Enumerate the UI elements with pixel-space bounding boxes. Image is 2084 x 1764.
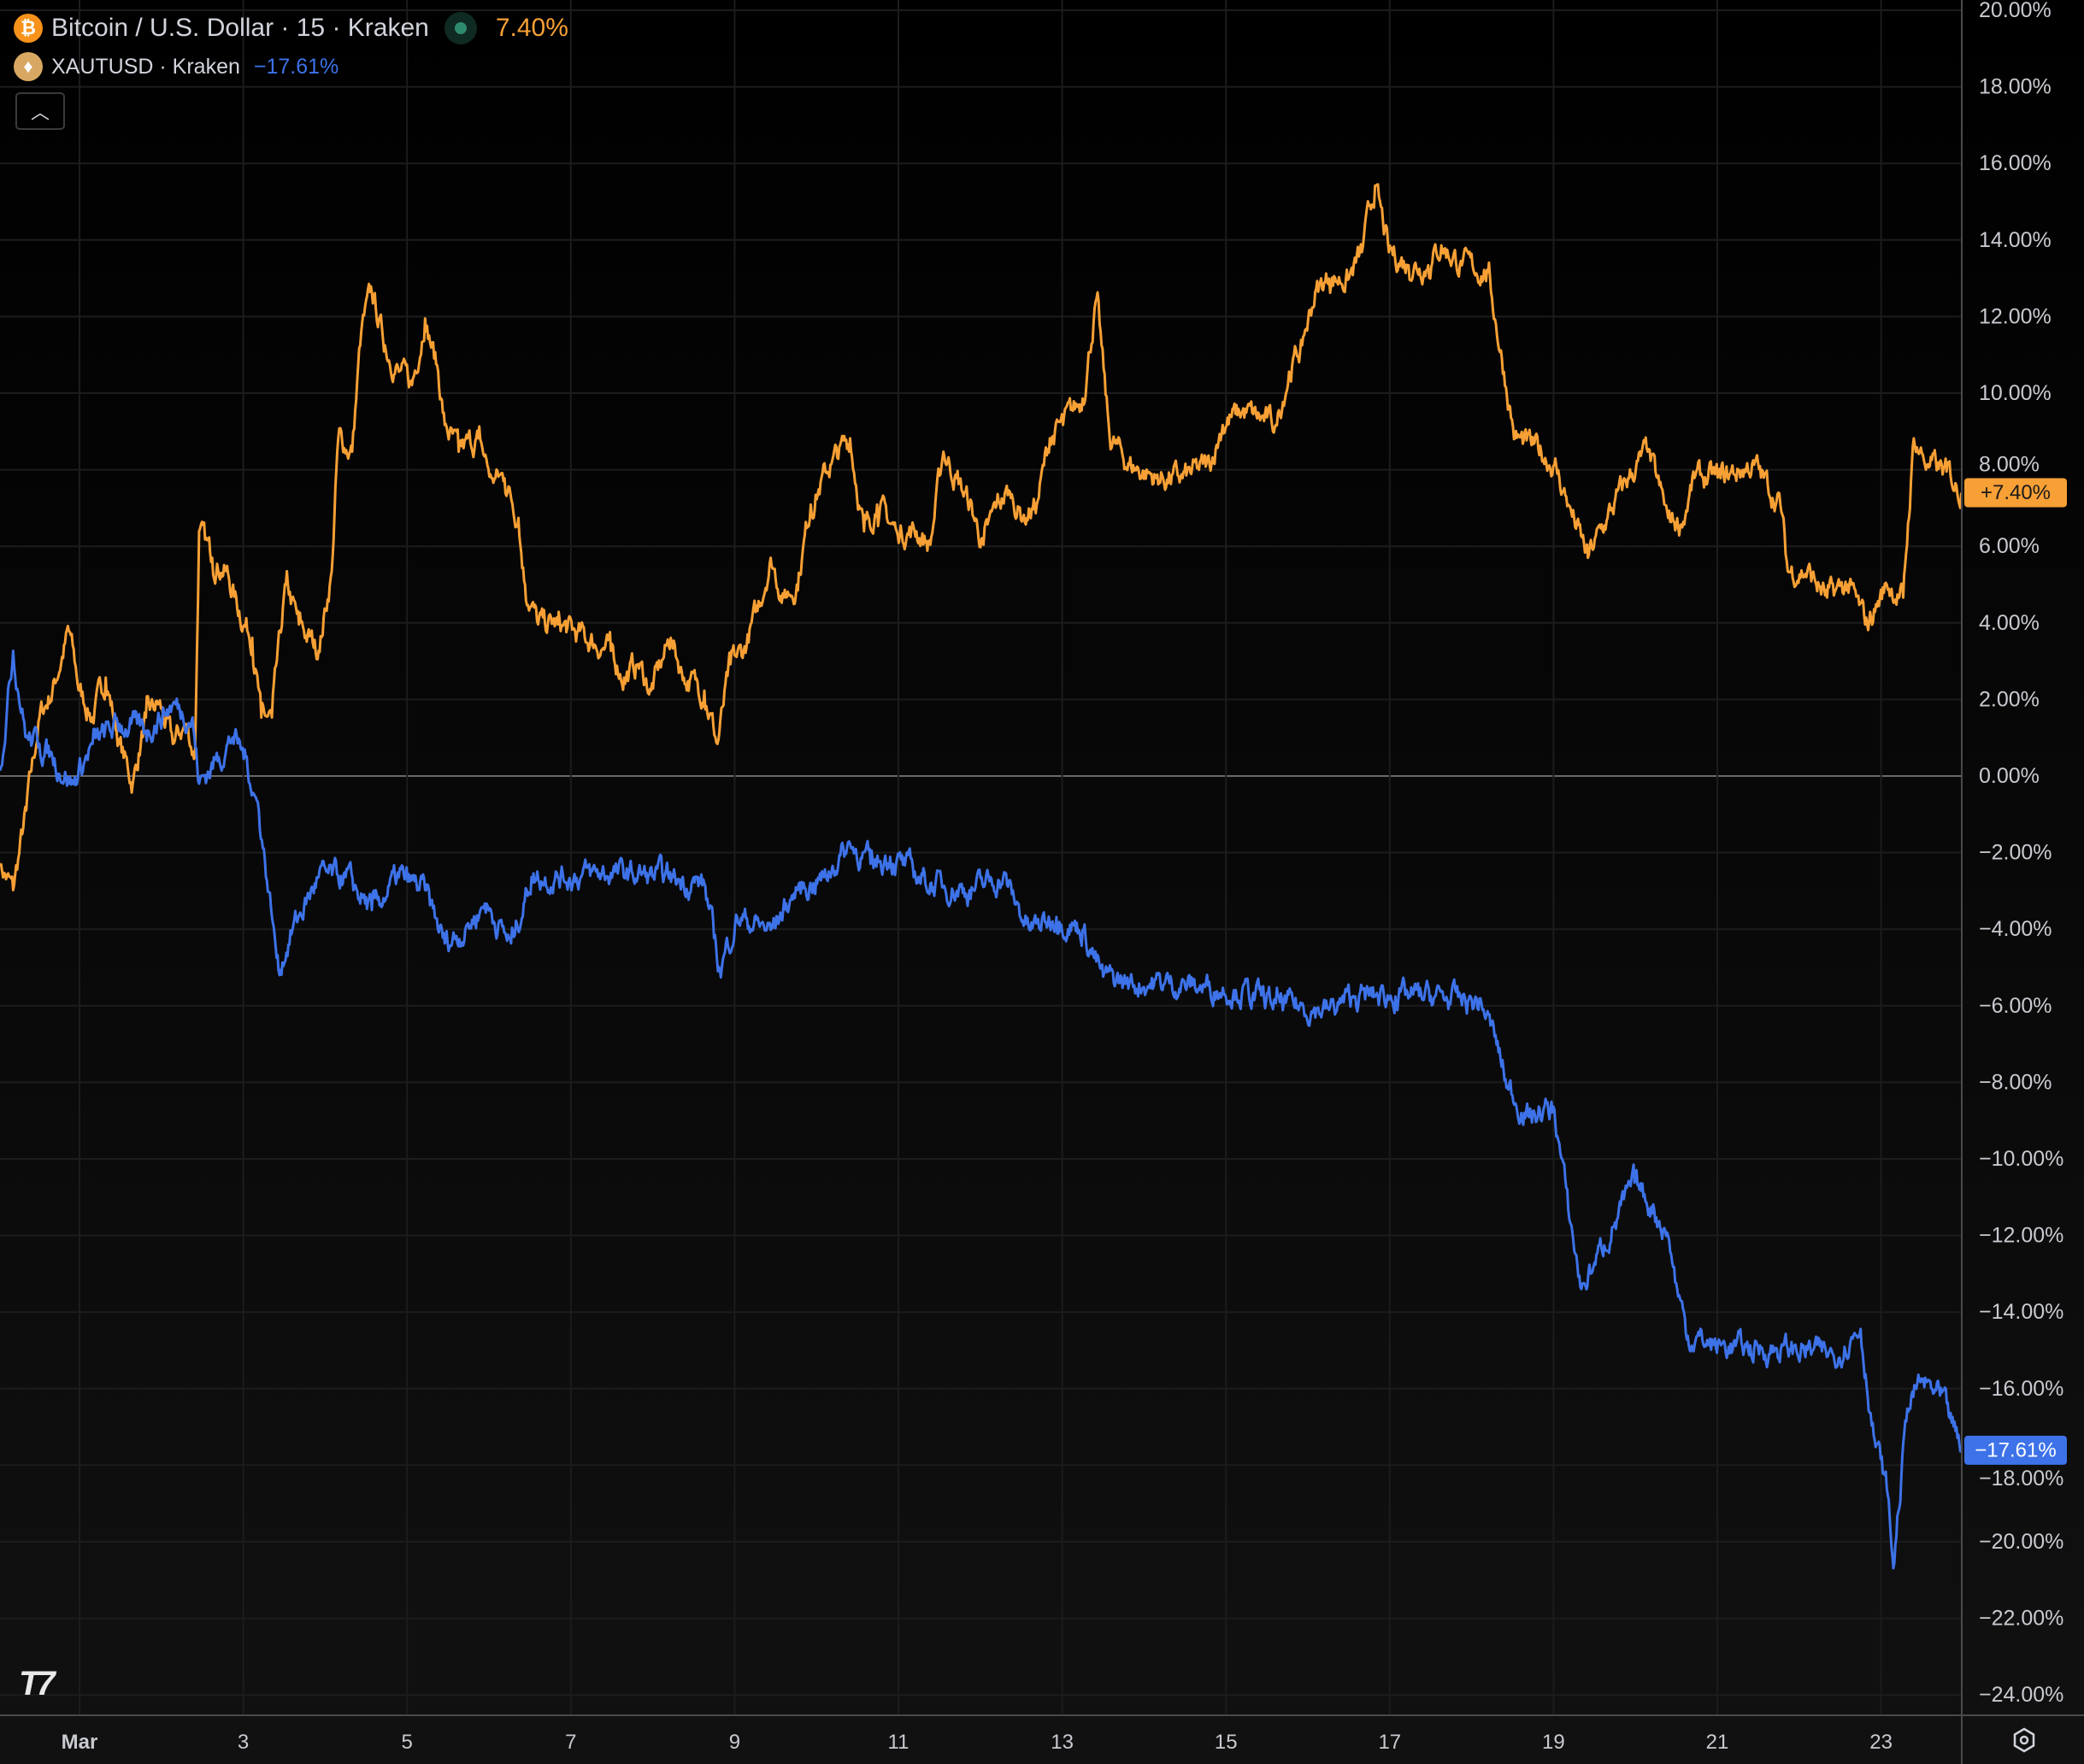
y-tick-label: −22.00% [1979,1607,2063,1631]
y-tick-label: 16.00% [1979,151,2052,175]
x-tick-label: 13 [1051,1731,1074,1754]
tradingview-logo[interactable]: T7 [19,1665,56,1702]
bitcoin-icon: ₿ [14,14,43,43]
x-tick-label: 3 [238,1731,249,1754]
x-tick-label: 15 [1215,1731,1238,1754]
y-tick-label: −14.00% [1979,1300,2063,1324]
main-series-change: 7.40% [495,14,568,42]
grid [0,0,1962,1715]
collapse-legend-button[interactable]: ︿ [15,92,65,130]
y-tick-label: 8.00% [1979,452,2040,476]
x-tick-label: 5 [402,1731,413,1754]
y-tick-label: 10.00% [1979,381,2052,405]
y-tick-label: −12.00% [1979,1224,2063,1248]
series-line-xautusd[interactable] [0,650,1963,1570]
y-tick-label: −10.00% [1979,1147,2063,1171]
series-lines [0,183,1963,1570]
y-tick-label: 14.00% [1979,228,2052,252]
gear-icon[interactable] [2010,1726,2038,1754]
chevron-up-icon: ︿ [30,102,50,123]
last-value-badges: +7.40% −17.61% [1964,478,2067,1465]
x-tick-label: Mar [62,1731,98,1754]
x-tick-label: 23 [1869,1731,1893,1754]
y-tick-label: −4.00% [1979,917,2052,941]
last-value-label: +7.40% [1981,481,2051,504]
x-tick-label: 21 [1706,1731,1729,1754]
y-tick-label: −18.00% [1979,1467,2063,1491]
y-tick-label: −24.00% [1979,1683,2063,1707]
last-value-badge [1964,478,2067,508]
legend-main-series[interactable]: ₿ Bitcoin / U.S. Dollar · 15 · Kraken 7.… [14,9,568,48]
y-tick-label: 6.00% [1979,534,2040,558]
y-tick-label: −16.00% [1979,1377,2063,1401]
legend-compare-series[interactable]: ♦ XAUTUSD · Kraken −17.61% [14,48,568,85]
y-tick-label: −2.00% [1979,841,2052,865]
compare-series-title: XAUTUSD · Kraken [51,54,240,79]
x-tick-label: 9 [729,1731,740,1754]
last-value-badge [1964,1435,2067,1465]
y-tick-label: 20.00% [1979,0,2052,22]
tether-gold-icon: ♦ [14,52,43,81]
legend: ₿ Bitcoin / U.S. Dollar · 15 · Kraken 7.… [14,9,568,85]
y-tick-label: 12.00% [1979,304,2052,328]
price-axis[interactable]: 20.00% 18.00% 16.00% 14.00% 12.00% 10.00% 8.00… [1979,0,2063,1707]
y-tick-label: 18.00% [1979,75,2052,99]
x-tick-label: 17 [1378,1731,1401,1754]
x-tick-label: 7 [565,1731,576,1754]
y-tick-label: −8.00% [1979,1070,2052,1094]
y-tick-label: −20.00% [1979,1530,2063,1554]
last-value-label: −17.61% [1975,1438,2056,1461]
y-tick-label: 0.00% [1979,764,2040,788]
y-tick-label: 2.00% [1979,687,2040,711]
compare-series-change: −17.61% [253,54,339,79]
y-tick-label: 4.00% [1979,611,2040,635]
x-tick-label: 19 [1542,1731,1565,1754]
x-tick-label: 11 [888,1731,910,1754]
main-series-title: Bitcoin / U.S. Dollar · 15 · Kraken [51,14,429,42]
series-line-btcusd[interactable] [0,183,1963,891]
y-tick-label: −6.00% [1979,994,2052,1018]
time-axis[interactable]: Mar 3 5 7 9 11 13 15 17 19 21 23 [62,1731,1893,1754]
market-status-icon[interactable] [444,12,477,44]
